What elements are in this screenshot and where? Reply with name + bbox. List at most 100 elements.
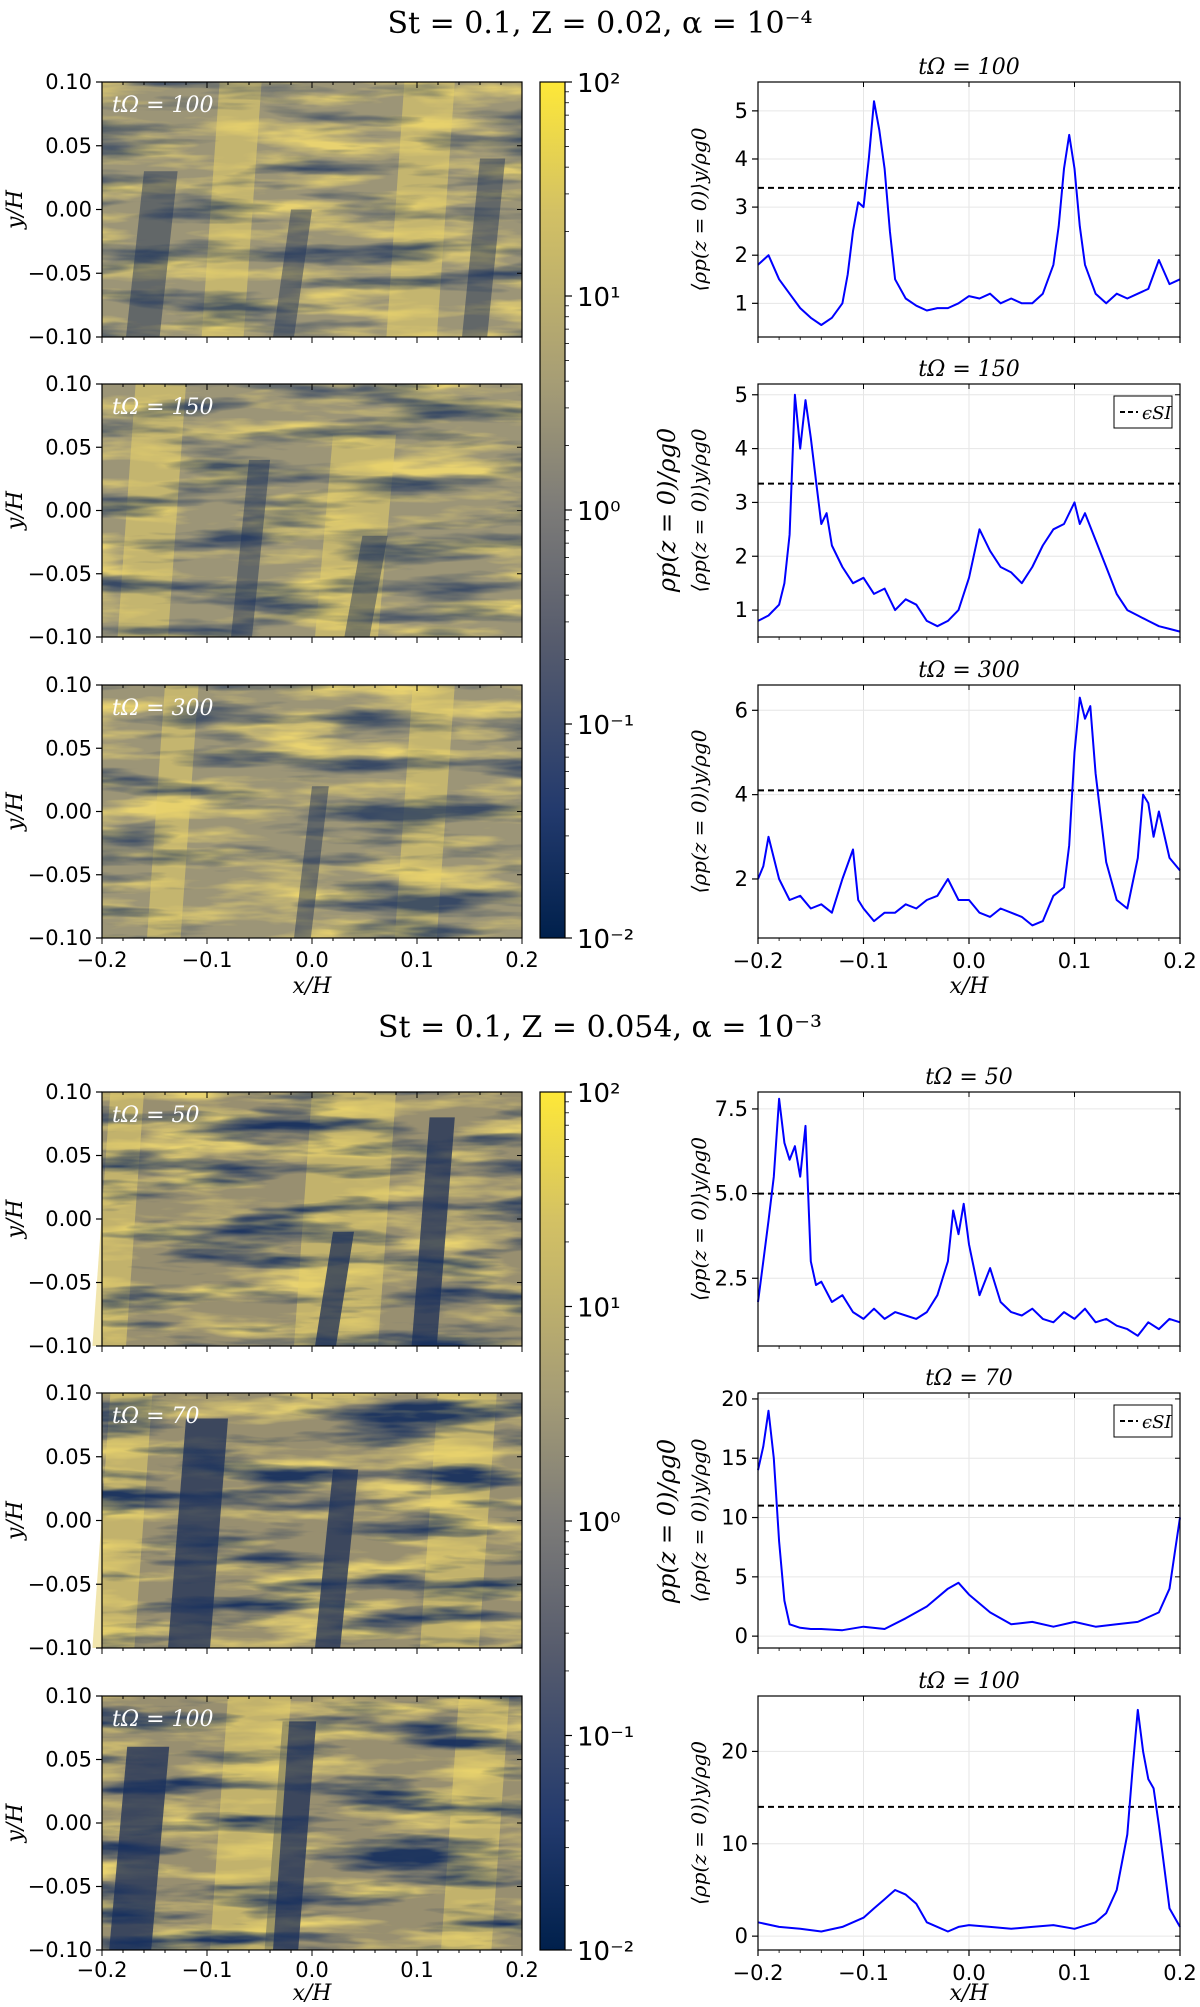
- y-tick-label: −0.10: [28, 1334, 92, 1358]
- y-tick-label: 0.00: [45, 1811, 92, 1835]
- y-tick-label: 0.10: [45, 1684, 92, 1708]
- map-x-tick-label: 0.2: [505, 948, 538, 972]
- legend: ϵSI: [1114, 396, 1172, 428]
- profile-title: tΩ = 150: [918, 357, 1020, 382]
- y-tick-label: 0: [735, 1924, 748, 1948]
- map-x-tick-label: −0.2: [77, 1958, 128, 1982]
- y-tick-label: 0.10: [45, 673, 92, 697]
- map-time-label: tΩ = 70: [112, 1404, 200, 1429]
- profile-y-axis-label: ⟨ρp(z = 0)⟩y/ρg0: [687, 1137, 711, 1301]
- y-tick-label: 0.05: [45, 134, 92, 158]
- legend-label: ϵSI: [1142, 1412, 1172, 1433]
- y-tick-label: 5: [735, 1565, 748, 1589]
- y-tick-label: 5.0: [715, 1182, 748, 1206]
- profile-y-axis-label: ⟨ρp(z = 0)⟩y/ρg0: [687, 1438, 711, 1602]
- y-tick-label: 4: [735, 147, 748, 171]
- x-tick-label: 0.2: [1163, 949, 1196, 973]
- map-dark-texture: [102, 685, 522, 938]
- y-tick-label: −0.05: [28, 1572, 92, 1596]
- y-tick-label: 0.00: [45, 800, 92, 824]
- y-tick-label: −0.05: [28, 1875, 92, 1899]
- map-y-axis-label: y/H: [3, 189, 28, 230]
- y-tick-label: 0.10: [45, 1381, 92, 1405]
- profile-y-axis-label: ⟨ρp(z = 0)⟩y/ρg0: [687, 1741, 711, 1905]
- x-tick-label: −0.2: [733, 1961, 784, 1985]
- y-tick-label: 20: [721, 1387, 748, 1411]
- colorbar-tick-label: 10¹: [577, 283, 621, 313]
- x-tick-label: 0.1: [1058, 1961, 1091, 1985]
- map-time-label: tΩ = 100: [112, 1707, 214, 1732]
- y-tick-label: 10: [721, 1832, 748, 1856]
- y-tick-label: −0.05: [28, 261, 92, 285]
- profile-title: tΩ = 100: [918, 55, 1020, 80]
- y-tick-label: 2: [735, 544, 748, 568]
- colorbar-tick-label: 10⁻²: [577, 1937, 634, 1967]
- colorbar-label: ρp(z = 0)/ρg0: [653, 1439, 681, 1604]
- x-tick-label: 0.2: [1163, 1961, 1196, 1985]
- map-dark-texture: [102, 82, 522, 337]
- y-tick-label: −0.10: [28, 926, 92, 950]
- colorbar-tick-label: 10²: [577, 1079, 621, 1109]
- y-tick-label: 0.05: [45, 435, 92, 459]
- legend: ϵSI: [1114, 1405, 1172, 1437]
- profile-y-axis-label: ⟨ρp(z = 0)⟩y/ρg0: [687, 729, 711, 893]
- profile-title: tΩ = 50: [925, 1065, 1013, 1090]
- profile-y-axis-label: ⟨ρp(z = 0)⟩y/ρg0: [687, 428, 711, 592]
- map-y-axis-label: y/H: [3, 1199, 28, 1240]
- x-tick-label: −0.1: [838, 949, 889, 973]
- y-tick-label: −0.10: [28, 625, 92, 649]
- map-dark-texture: [102, 1393, 522, 1648]
- y-tick-label: 0: [735, 1624, 748, 1648]
- colorbar-tick-label: 10⁰: [577, 497, 621, 527]
- y-tick-label: 0.00: [45, 198, 92, 222]
- colorbar-gradient: [540, 82, 565, 938]
- y-tick-label: 4: [735, 783, 748, 807]
- density-map: tΩ = 500.100.050.00−0.05−0.10y/H: [3, 1080, 522, 1358]
- y-tick-label: 0.05: [45, 1748, 92, 1772]
- map-time-label: tΩ = 100: [112, 93, 214, 118]
- y-tick-label: 0.05: [45, 736, 92, 760]
- legend-label: ϵSI: [1142, 403, 1172, 424]
- map-x-tick-label: −0.1: [182, 948, 233, 972]
- x-tick-label: 0.0: [952, 949, 985, 973]
- y-tick-label: 3: [735, 195, 748, 219]
- y-tick-label: 0.00: [45, 1509, 92, 1533]
- y-tick-label: −0.10: [28, 1636, 92, 1660]
- map-time-label: tΩ = 50: [112, 1103, 200, 1128]
- section-title: St = 0.1, Z = 0.02, α = 10⁻⁴: [387, 6, 812, 41]
- map-y-axis-label: y/H: [3, 1803, 28, 1844]
- y-tick-label: −0.05: [28, 863, 92, 887]
- density-map: tΩ = 700.100.050.00−0.05−0.10y/H: [3, 1381, 522, 1660]
- x-tick-label: 0.1: [1058, 949, 1091, 973]
- colorbar-tick-label: 10⁰: [577, 1508, 621, 1538]
- colorbar-tick-label: 10⁻¹: [577, 1723, 634, 1753]
- profile-x-axis-label: x/H: [949, 974, 989, 999]
- y-tick-label: 10: [721, 1506, 748, 1530]
- y-tick-label: 0.00: [45, 499, 92, 523]
- y-tick-label: 4: [735, 437, 748, 461]
- colorbar-gradient: [540, 1092, 565, 1950]
- map-y-axis-label: y/H: [3, 791, 28, 832]
- colorbar-label: ρp(z = 0)/ρg0: [653, 428, 681, 593]
- y-tick-label: 1: [735, 291, 748, 315]
- y-tick-label: 6: [735, 698, 748, 722]
- map-x-tick-label: −0.2: [77, 948, 128, 972]
- y-tick-label: 0.05: [45, 1144, 92, 1168]
- profile-title: tΩ = 300: [918, 658, 1020, 683]
- y-tick-label: 0.10: [45, 70, 92, 94]
- x-tick-label: −0.1: [838, 1961, 889, 1985]
- section-title: St = 0.1, Z = 0.054, α = 10⁻³: [378, 1010, 822, 1045]
- map-x-tick-label: 0.2: [505, 1958, 538, 1982]
- colorbar-tick-label: 10¹: [577, 1294, 621, 1324]
- colorbar-tick-label: 10²: [577, 69, 621, 99]
- map-time-label: tΩ = 150: [112, 395, 214, 420]
- y-tick-label: 0.05: [45, 1445, 92, 1469]
